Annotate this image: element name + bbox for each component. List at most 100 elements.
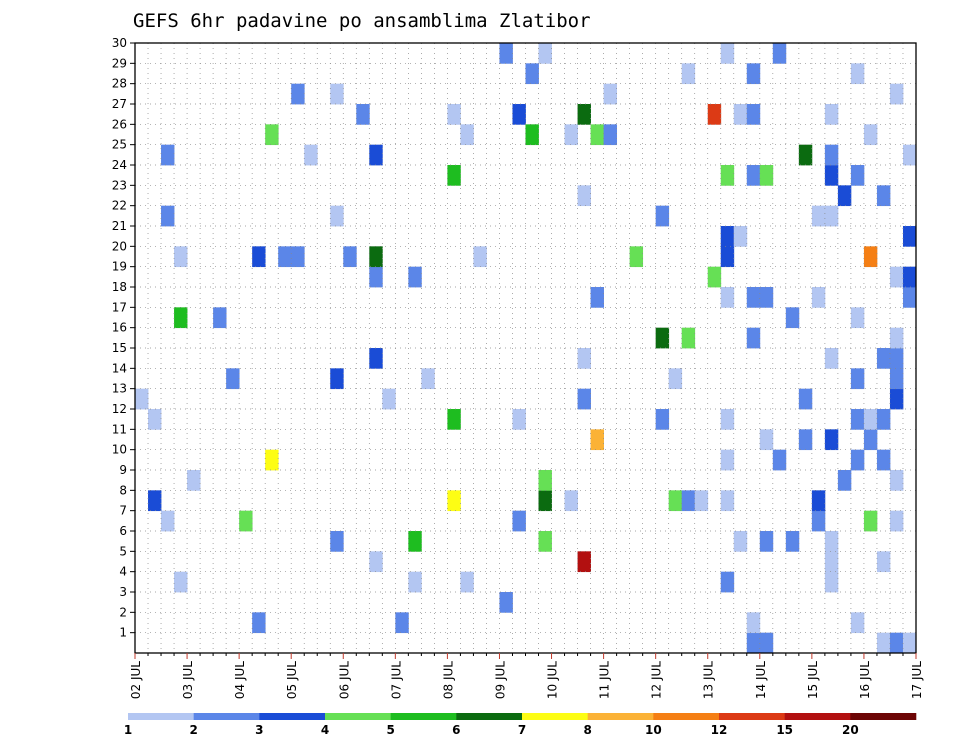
rain-cell — [174, 571, 188, 593]
rain-cell — [239, 510, 253, 532]
y-axis: 1234567891011121314151617181920212223242… — [112, 36, 135, 640]
colorbar-label: 12 — [711, 723, 728, 737]
rain-cell — [733, 226, 748, 247]
rain-cell — [213, 307, 227, 329]
rain-cell — [408, 266, 422, 288]
rain-cell — [720, 571, 735, 593]
colorbar-label: 8 — [583, 723, 591, 737]
rain-cell — [850, 449, 865, 471]
rain-cell — [330, 83, 344, 105]
rain-cell — [343, 246, 357, 268]
rain-cell — [577, 388, 591, 410]
colorbar-swatch — [456, 713, 523, 720]
colorbar-swatch — [850, 713, 917, 720]
rain-cell — [850, 409, 865, 430]
rain-cell — [889, 266, 904, 288]
rain-cell — [863, 124, 878, 146]
x-tick-label: 10 JUL — [546, 661, 560, 699]
rain-cell — [408, 571, 422, 593]
rain-cell — [746, 612, 761, 634]
rain-cell — [837, 470, 852, 491]
rain-cell — [824, 571, 839, 593]
rain-cell — [785, 531, 800, 552]
rain-cell — [681, 490, 696, 512]
colorbar-label: 2 — [189, 723, 197, 737]
y-tick-label: 15 — [112, 341, 127, 355]
y-tick-label: 28 — [112, 77, 127, 91]
rain-cell — [447, 409, 461, 430]
rain-cell — [746, 632, 761, 654]
rain-cell — [330, 531, 344, 552]
cells-layer — [135, 43, 917, 654]
colorbar-label: 4 — [321, 723, 329, 737]
rain-cell — [759, 165, 774, 186]
rain-cell — [382, 388, 396, 410]
rain-cell — [148, 490, 162, 512]
y-tick-label: 17 — [112, 300, 127, 314]
y-tick-label: 3 — [119, 585, 127, 599]
x-tick-label: 13 JUL — [702, 661, 716, 699]
rain-cell — [369, 348, 383, 369]
x-tick-label: 14 JUL — [754, 661, 768, 699]
rain-cell — [707, 104, 722, 125]
rain-cell — [447, 104, 461, 125]
y-tick-label: 1 — [119, 626, 127, 640]
rain-cell — [655, 205, 670, 227]
rain-cell — [460, 124, 474, 146]
x-tick-label: 02 JUL — [129, 661, 143, 699]
rain-cell — [538, 531, 552, 552]
y-tick-label: 9 — [119, 463, 127, 477]
rain-cell — [161, 205, 175, 227]
rain-cell — [798, 388, 813, 410]
x-axis: 02 JUL 03 JUL 04 JUL 05 JUL 06 JUL 07 JUL 08 J… — [129, 653, 924, 699]
rain-cell — [824, 551, 839, 573]
rain-cell — [330, 368, 344, 390]
colorbar-label: 3 — [255, 723, 263, 737]
rain-cell — [746, 327, 761, 349]
y-tick-label: 19 — [112, 260, 127, 274]
x-tick-label: 16 JUL — [858, 661, 872, 699]
colorbar-label: 15 — [776, 723, 793, 737]
rain-cell — [824, 429, 839, 451]
rain-cell — [629, 246, 644, 268]
y-tick-label: 21 — [112, 219, 127, 233]
rain-cell — [291, 246, 305, 268]
rain-cell — [720, 43, 735, 64]
rain-cell — [720, 287, 735, 308]
rain-cell — [369, 266, 383, 288]
rain-cell — [252, 246, 266, 268]
rain-cell — [889, 348, 904, 369]
x-tick-label: 12 JUL — [650, 661, 664, 699]
rain-cell — [538, 470, 552, 491]
rain-cell — [681, 63, 696, 85]
y-tick-label: 12 — [112, 402, 127, 416]
rain-cell — [720, 165, 735, 186]
rain-cell — [304, 144, 318, 166]
y-tick-label: 10 — [112, 443, 127, 457]
x-tick-label: 05 JUL — [285, 661, 299, 699]
rain-cell — [577, 185, 591, 207]
rain-cell — [694, 490, 709, 512]
x-tick-label: 15 JUL — [806, 661, 820, 699]
rain-cell — [811, 205, 826, 227]
rain-cell — [174, 307, 188, 329]
rain-cell — [369, 551, 383, 573]
rain-cell — [512, 510, 526, 532]
rain-cell — [291, 83, 305, 105]
rain-cell — [902, 632, 917, 654]
rain-cell — [863, 510, 878, 532]
y-tick-label: 18 — [112, 280, 127, 294]
x-tick-label: 17 JUL — [910, 661, 924, 699]
rain-cell — [759, 429, 774, 451]
rain-cell — [460, 571, 474, 593]
rain-cell — [720, 226, 735, 247]
x-tick-label: 08 JUL — [441, 661, 455, 699]
rain-cell — [824, 165, 839, 186]
rain-cell — [889, 327, 904, 349]
colorbar-swatch — [325, 713, 391, 720]
rain-cell — [863, 246, 878, 268]
y-tick-label: 4 — [119, 565, 127, 579]
colorbar-swatch — [390, 713, 457, 720]
rain-cell — [577, 551, 591, 573]
y-tick-label: 30 — [112, 36, 127, 50]
